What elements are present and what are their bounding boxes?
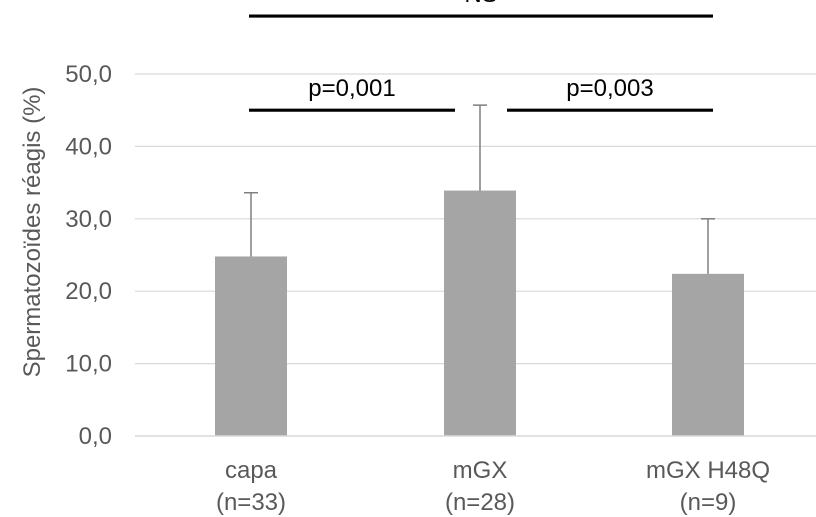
x-category-count: (n=33): [216, 489, 286, 516]
significance-label: p=0,003: [566, 75, 653, 102]
y-tick-label: 20,0: [65, 278, 112, 305]
x-category-label: mGX: [453, 457, 508, 484]
bar-mgx: [444, 190, 516, 436]
y-tick-label: 30,0: [65, 206, 112, 233]
x-category-label: capa: [225, 457, 278, 484]
y-axis-title: Spermatozoïdes réagis (%): [19, 87, 46, 378]
bar-mgx-h48q: [672, 273, 744, 436]
significance-label: p=0,001: [308, 75, 395, 102]
y-tick-label: 0,0: [79, 423, 112, 450]
axes: 0,0 10,0 20,0 30,0 40,0 50,0 capa (n=33) mGX (n=2…: [65, 61, 816, 516]
y-tick-label: 50,0: [65, 61, 112, 88]
x-category-count: (n=9): [680, 489, 737, 516]
y-tick-label: 10,0: [65, 351, 112, 378]
significance-label: NS: [464, 0, 497, 8]
significance-brackets: NS p=0,001 p=0,003: [249, 0, 713, 112]
x-category-count: (n=28): [445, 489, 515, 516]
bars: [215, 190, 744, 436]
error-bars: [244, 104, 715, 274]
x-category-label: mGX H48Q: [646, 457, 770, 484]
bar-capa: [215, 256, 287, 436]
y-tick-label: 40,0: [65, 133, 112, 160]
